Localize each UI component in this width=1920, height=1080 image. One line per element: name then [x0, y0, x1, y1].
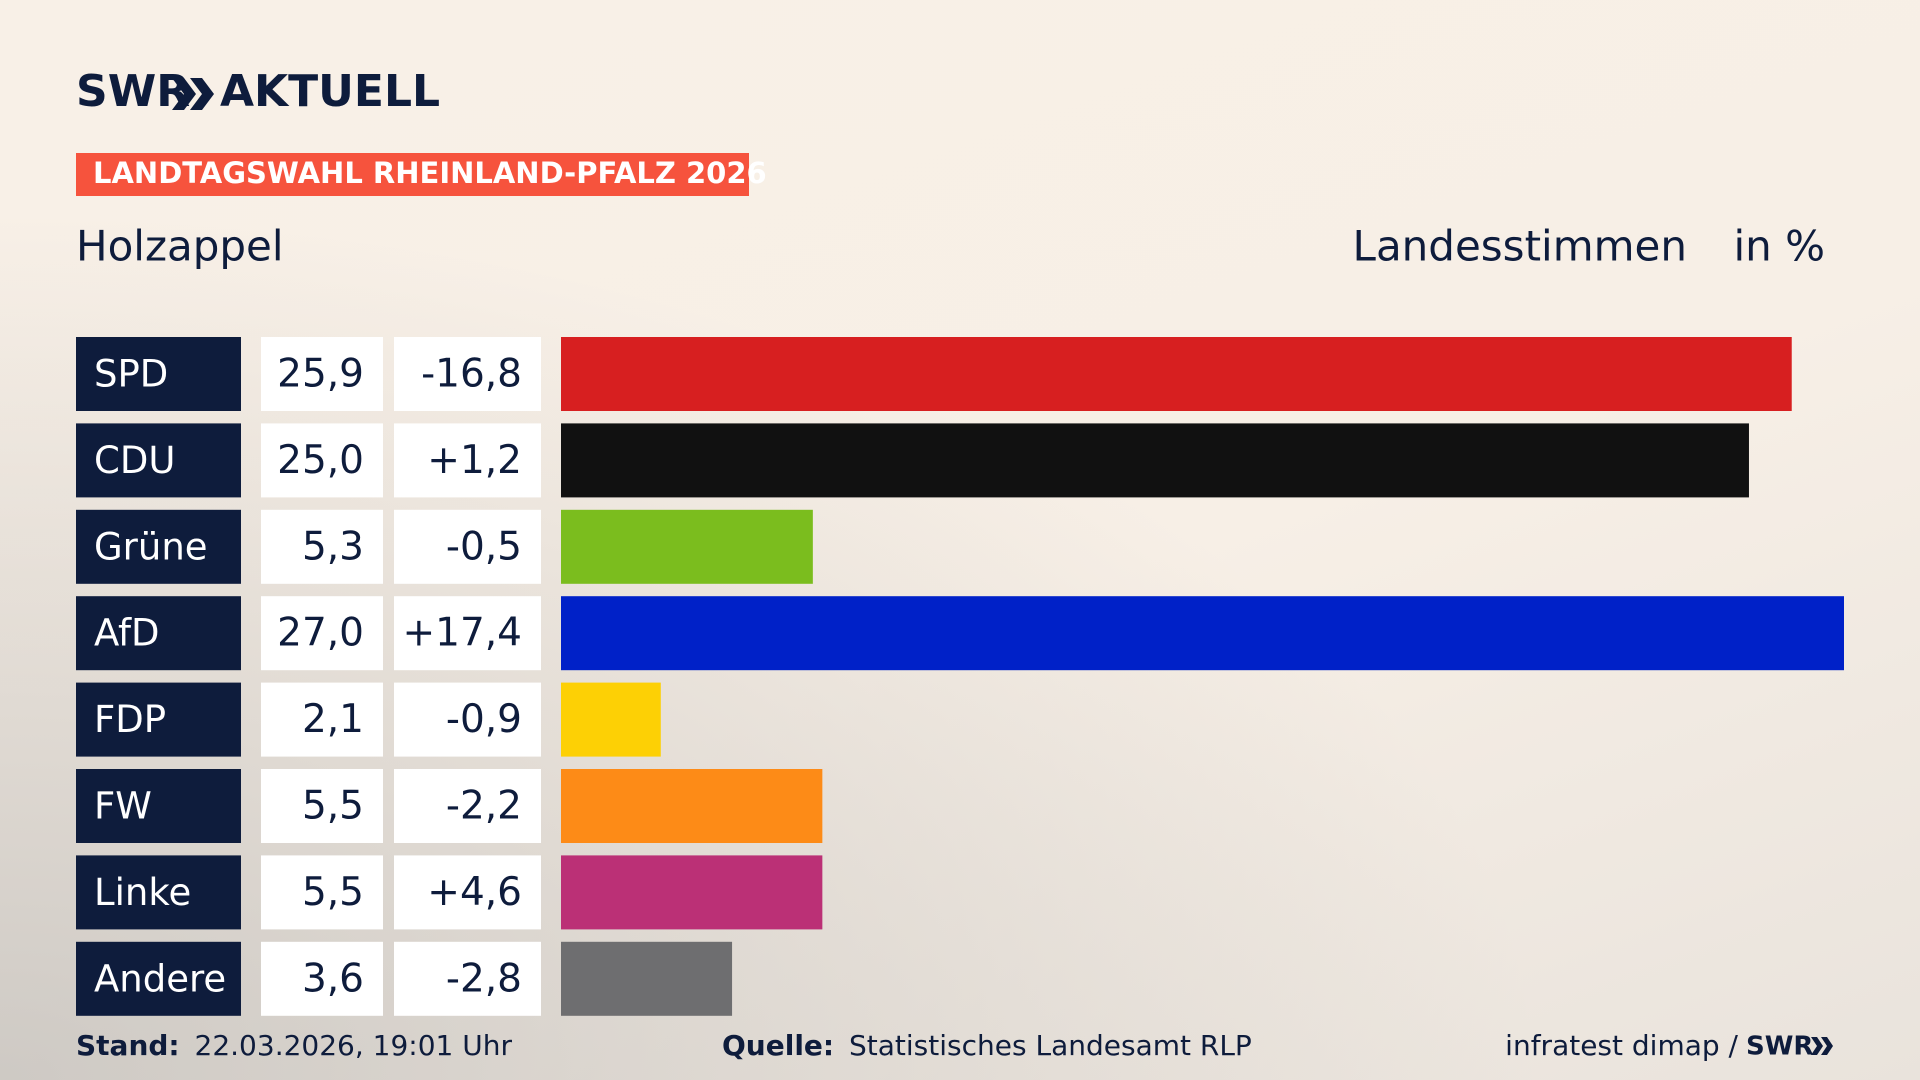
- change-label: -16,8: [421, 352, 522, 397]
- value-box: [261, 769, 383, 843]
- change-label: +1,2: [427, 438, 522, 483]
- party-box: [76, 855, 241, 930]
- footer-logo: SWR: [1746, 1032, 1813, 1062]
- party-box: [76, 769, 241, 843]
- value-box: [261, 509, 383, 584]
- change-box: [394, 509, 541, 584]
- value-label: 2,1: [302, 697, 364, 742]
- footer-chevrons: [1811, 1037, 1833, 1055]
- rows: SPD 25,9 -16,8 CDU 25,0 +1,2 Grüne 5,3 -0,5 AfD 27…: [76, 337, 1844, 1016]
- logo-suffix: AKTUELL: [220, 66, 440, 117]
- value-box: [261, 337, 383, 411]
- change-label: -0,5: [446, 524, 522, 569]
- change-box: [394, 337, 541, 411]
- bar: [561, 682, 661, 757]
- change-label: +4,6: [427, 870, 522, 915]
- party-label: FW: [94, 785, 152, 828]
- chart-title: Holzappel: [76, 222, 284, 271]
- bar: [561, 855, 823, 930]
- value-label: 25,9: [277, 352, 364, 397]
- value-label: 27,0: [277, 611, 364, 656]
- party-box: [76, 423, 241, 498]
- bar: [561, 769, 823, 843]
- value-label: 5,5: [302, 784, 364, 829]
- value-box: [261, 855, 383, 930]
- logo-chevrons: [172, 78, 214, 110]
- change-label: +17,4: [402, 611, 522, 656]
- party-box: [76, 941, 241, 1016]
- footer-stand: Stand: 22.03.2026, 19:01 Uhr: [76, 1029, 512, 1062]
- unit: in %: [1733, 222, 1825, 271]
- change-label: -0,9: [446, 697, 522, 742]
- value-label: 25,0: [277, 438, 364, 483]
- change-label: -2,8: [446, 956, 522, 1001]
- party-label: SPD: [94, 353, 168, 396]
- source-value: Statistisches Landesamt RLP: [849, 1029, 1252, 1062]
- banner: [76, 153, 749, 196]
- bar: [561, 337, 1792, 411]
- party-label: Grüne: [94, 525, 208, 568]
- value-label: 5,3: [302, 524, 364, 569]
- stand-value: 22.03.2026, 19:01 Uhr: [195, 1029, 513, 1062]
- change-box: [394, 682, 541, 757]
- change-box: [394, 855, 541, 930]
- bar: [561, 596, 1844, 671]
- value-header: Landesstimmen: [1353, 222, 1687, 271]
- footer-credit: infratest dimap /: [1505, 1029, 1738, 1062]
- bar: [561, 423, 1749, 498]
- bar: [561, 509, 813, 584]
- value-label: 5,5: [302, 870, 364, 915]
- party-label: Andere: [94, 957, 226, 1000]
- stand-label: Stand:: [76, 1029, 180, 1062]
- party-label: Linke: [94, 871, 191, 914]
- bar: [561, 941, 733, 1016]
- value-label: 3,6: [302, 956, 364, 1001]
- change-box: [394, 596, 541, 671]
- party-box: [76, 596, 241, 671]
- party-label: AfD: [94, 612, 160, 655]
- footer-source: Quelle: Statistisches Landesamt RLP: [722, 1029, 1252, 1062]
- banner-text: LANDTAGSWAHL RHEINLAND-PFALZ 2026: [93, 156, 767, 190]
- party-box: [76, 337, 241, 411]
- logo: SWR: [76, 66, 190, 117]
- party-label: CDU: [94, 439, 175, 482]
- value-box: [261, 596, 383, 671]
- value-box: [261, 682, 383, 757]
- party-label: FDP: [94, 698, 166, 741]
- party-box: [76, 509, 241, 584]
- change-box: [394, 941, 541, 1016]
- party-box: [76, 682, 241, 757]
- change-label: -2,2: [446, 784, 522, 829]
- value-box: [261, 423, 383, 498]
- change-box: [394, 769, 541, 843]
- value-box: [261, 941, 383, 1016]
- change-box: [394, 423, 541, 498]
- source-label: Quelle:: [722, 1029, 834, 1062]
